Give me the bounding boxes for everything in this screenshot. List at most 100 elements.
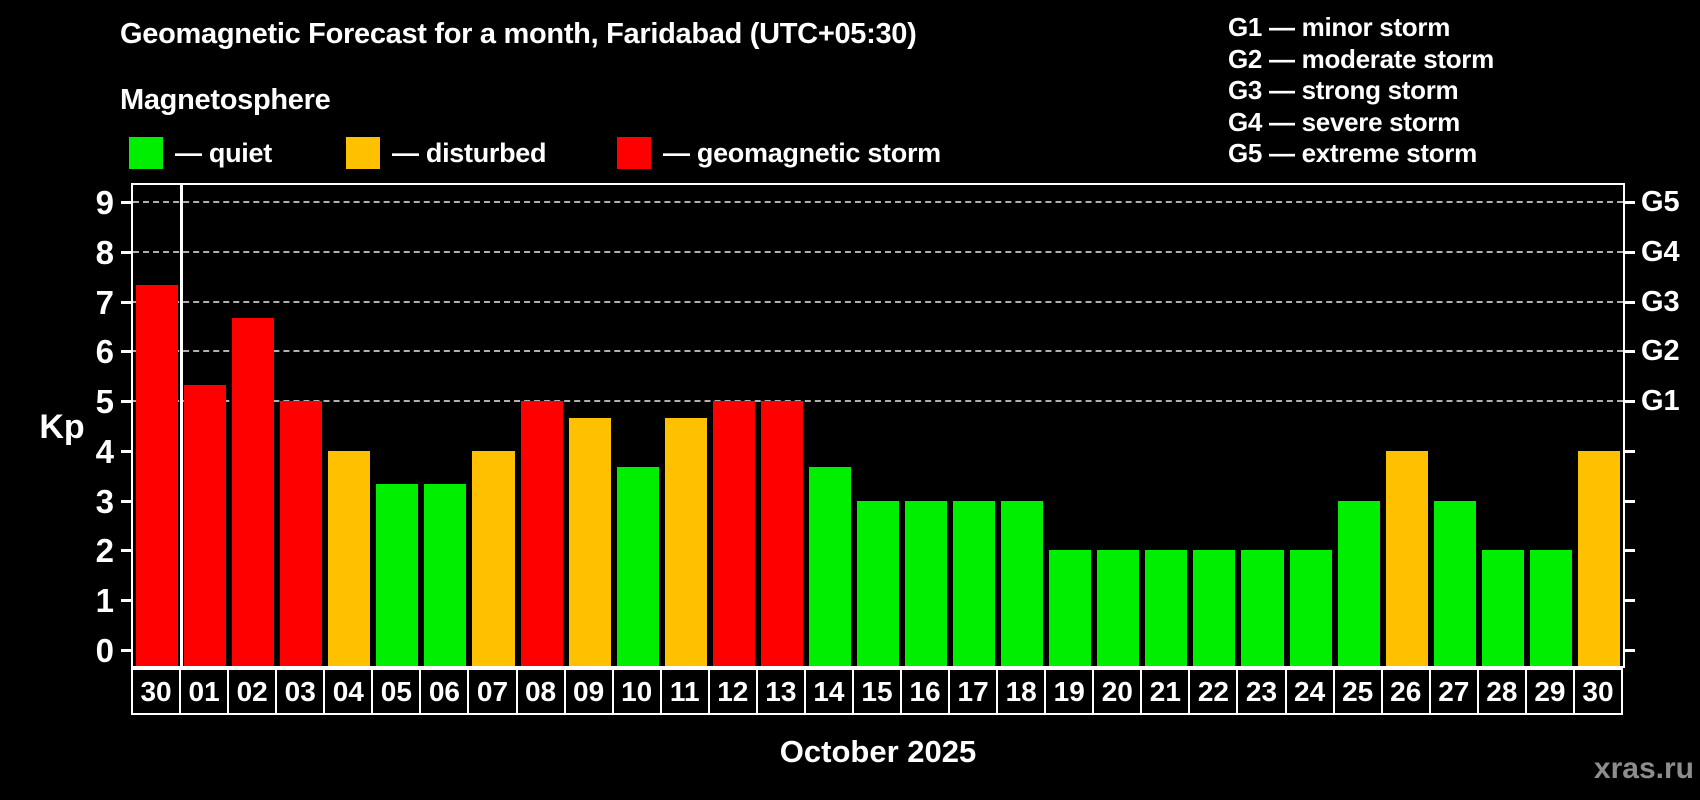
y-tick-label-1: 1 [95,582,114,620]
x-axis-day-cell: 24 [1284,668,1335,715]
legend-item-quiet: — quiet [129,137,272,169]
kp-bar-day-08 [520,401,563,666]
chart-subtitle: Magnetosphere [120,84,331,116]
y-tick-right [1625,549,1635,553]
gridline-kp8 [133,250,1623,253]
g-level-label-G3: G3 [1641,285,1680,318]
x-axis-day-cell: 29 [1524,668,1575,715]
kp-bar-day-23 [1241,550,1284,666]
x-axis-title: October 2025 [779,734,977,769]
kp-bar-day-19 [1049,550,1092,666]
y-tick-label-3: 3 [95,482,114,520]
gridline-kp7 [133,300,1623,303]
kp-bar-day-25 [1337,500,1380,666]
x-axis-day-cell: 23 [1236,668,1287,715]
kp-bar-day-13 [760,401,803,666]
x-axis-day-cell: 07 [467,668,518,715]
x-axis-day-cell: 27 [1428,668,1479,715]
y-tick-label-0: 0 [95,632,114,669]
x-axis-day-cell: 18 [996,668,1047,715]
y-tick-right [1625,449,1635,453]
gridline-kp5 [133,400,1623,403]
y-tick-left [121,499,131,503]
x-axis-day-cell: 06 [419,668,470,715]
y-tick-right [1625,300,1635,304]
y-tick-left [121,400,131,404]
x-axis-day-cell: 20 [1092,668,1143,715]
x-axis-day-cell: 08 [515,668,566,715]
y-tick-left [121,449,131,453]
y-tick-left [121,549,131,553]
kp-bar-day-09 [568,417,611,666]
g-scale-legend-line: G3 — strong storm [1228,75,1459,105]
y-tick-label-7: 7 [95,283,114,321]
legend-label-disturbed: — disturbed [392,137,547,168]
x-axis-day-cell: 09 [563,668,614,715]
kp-bar-day-30 [136,285,179,666]
y-tick-left [121,250,131,254]
y-tick-left [121,350,131,354]
y-tick-label-5: 5 [95,383,114,421]
x-axis-day-cell: 19 [1044,668,1095,715]
kp-bar-day-27 [1433,500,1476,666]
g-level-label-G5: G5 [1641,185,1680,218]
kp-bar-day-07 [472,450,515,666]
y-tick-right [1625,649,1635,652]
legend-item-storm: — geomagnetic storm [617,137,941,169]
kp-bar-day-15 [856,500,900,666]
kp-bar-day-17 [953,500,996,666]
prev-month-separator [179,185,183,666]
kp-bar-day-03 [280,401,323,666]
kp-bar-day-30 [1577,450,1620,666]
kp-bar-day-01 [184,384,227,666]
y-tick-right [1625,200,1635,204]
y-tick-label-6: 6 [95,333,114,371]
y-tick-right [1625,599,1635,603]
kp-bar-day-10 [616,467,659,666]
g-level-label-G1: G1 [1641,385,1680,418]
x-axis-day-cell: 03 [275,668,326,715]
y-tick-label-9: 9 [95,183,114,221]
y-tick-label-4: 4 [95,432,114,470]
kp-bar-day-20 [1097,550,1140,666]
kp-bar-day-29 [1529,550,1572,666]
kp-bar-day-16 [905,500,948,666]
x-axis-day-cell: 28 [1476,668,1527,715]
x-axis-day-cell: 30 [131,668,182,715]
x-axis-day-cell: 14 [803,668,854,715]
y-tick-right [1625,400,1635,404]
x-axis-day-cell: 10 [611,668,662,715]
kp-bar-day-22 [1193,550,1236,666]
legend-label-storm: — geomagnetic storm [663,137,941,168]
kp-bar-day-11 [664,417,707,666]
g-scale-legend-line: G5 — extreme storm [1228,138,1477,168]
x-axis-day-cell: 21 [1140,668,1191,715]
y-tick-left [121,599,131,603]
kp-bar-day-26 [1385,450,1428,666]
kp-bar-day-06 [424,484,467,666]
g-scale-legend-line: G2 — moderate storm [1228,43,1494,74]
x-axis-day-cell: 22 [1188,668,1239,715]
x-axis-day-cell: 04 [323,668,374,715]
x-axis-day-cell: 26 [1380,668,1431,715]
y-tick-left [121,300,131,304]
x-axis-day-cell: 12 [707,668,758,715]
legend-item-disturbed: — disturbed [346,137,547,169]
y-tick-right [1625,250,1635,254]
kp-bar-day-02 [232,317,275,666]
x-axis-day-cell: 17 [948,668,999,715]
y-axis-title: Kp [39,408,85,446]
g-level-label-G2: G2 [1641,335,1680,368]
gridline-kp9 [133,200,1623,203]
gridline-kp6 [133,350,1623,353]
x-axis-day-cell: 01 [179,668,230,715]
x-axis-day-cell: 15 [851,668,903,715]
quiet-color-swatch [129,137,163,169]
x-axis-day-cell: 16 [900,668,951,715]
legend-label-quiet: — quiet [175,137,272,168]
x-axis-day-cell: 05 [371,668,422,715]
g-level-label-G4: G4 [1641,235,1680,268]
x-axis-day-cell: 25 [1332,668,1383,715]
kp-bar-day-24 [1289,550,1332,666]
